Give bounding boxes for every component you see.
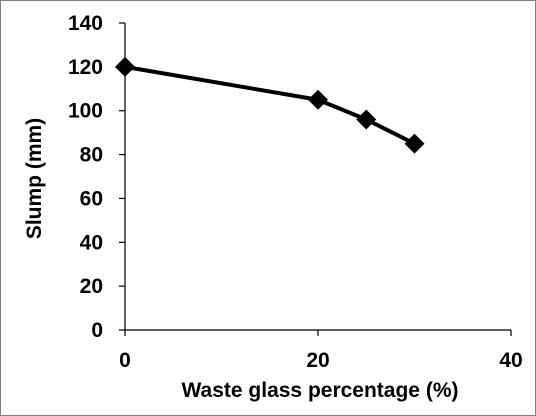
x-ticks: 0 20 40 — [119, 330, 523, 372]
data-point-marker — [308, 89, 328, 110]
data-point-marker — [356, 109, 377, 130]
y-tick-label: 100 — [68, 100, 103, 123]
data-point-marker — [404, 133, 425, 154]
y-tick-label: 120 — [68, 56, 103, 79]
x-axis-title: Waste glass percentage (%) — [182, 379, 459, 402]
y-tick-label: 40 — [80, 231, 103, 254]
x-tick-label: 0 — [119, 349, 131, 372]
series-group — [115, 56, 425, 154]
data-point-marker — [115, 56, 135, 77]
x-tick-label: 20 — [306, 349, 329, 372]
y-tick-label: 60 — [80, 187, 103, 210]
y-ticks: 0 20 40 60 80 100 120 140 — [68, 12, 125, 342]
series-line — [124, 64, 416, 146]
y-axis-title: Slump (mm) — [23, 118, 46, 239]
y-tick-label: 80 — [80, 144, 103, 167]
y-tick-label: 140 — [68, 12, 103, 35]
y-tick-label: 0 — [91, 319, 103, 342]
axes — [124, 23, 511, 331]
x-tick-label: 40 — [499, 349, 522, 372]
y-tick-label: 20 — [80, 275, 103, 298]
